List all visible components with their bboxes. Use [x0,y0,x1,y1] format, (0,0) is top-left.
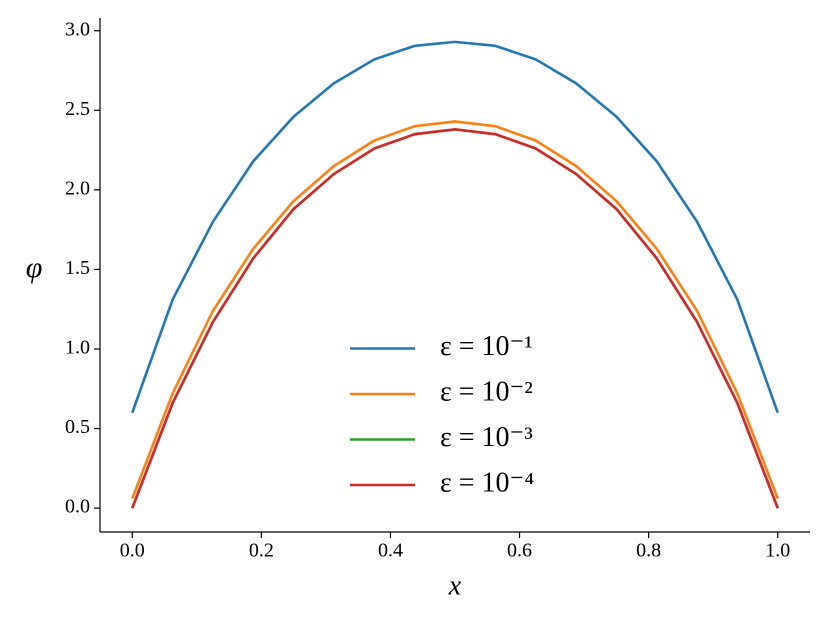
legend-label: ε = 10⁻⁴ [440,467,534,498]
x-tick-label: 0.0 [120,540,145,562]
x-tick-label: 0.2 [249,540,274,562]
data-line [131,120,779,500]
x-tick-label: 0.6 [507,540,532,562]
x-tick-label: 1.0 [765,540,790,562]
y-tick-label: 3.0 [65,18,90,40]
y-tick-label: 0.0 [65,496,90,518]
y-tick-label: 1.0 [65,337,90,359]
data-line [131,40,779,414]
x-axis-label: x [448,570,462,601]
y-tick-label: 1.5 [65,257,90,279]
x-tick-label: 0.4 [378,540,403,562]
y-axis-label: φ [26,251,43,284]
x-tick-label: 0.8 [636,540,661,562]
data-line [131,128,779,509]
y-tick-label: 2.5 [65,98,90,120]
y-tick-label: 2.0 [65,177,90,199]
legend-label: ε = 10⁻¹ [440,331,533,362]
y-tick-label: 0.5 [65,416,90,438]
legend-label: ε = 10⁻² [440,376,533,407]
legend-label: ε = 10⁻³ [440,422,533,453]
